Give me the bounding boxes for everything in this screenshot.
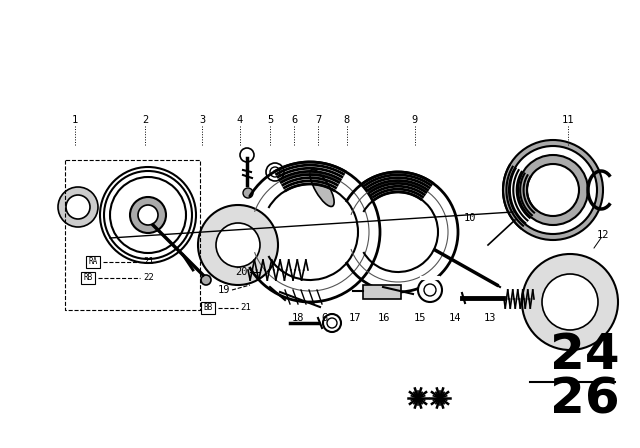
Circle shape bbox=[243, 188, 253, 198]
Circle shape bbox=[418, 278, 442, 302]
Circle shape bbox=[503, 140, 603, 240]
Circle shape bbox=[542, 274, 598, 330]
Circle shape bbox=[198, 205, 278, 285]
Circle shape bbox=[130, 197, 166, 233]
Text: 3: 3 bbox=[199, 115, 205, 125]
Circle shape bbox=[509, 146, 597, 234]
Circle shape bbox=[201, 275, 211, 285]
Circle shape bbox=[66, 195, 90, 219]
Text: 20: 20 bbox=[236, 267, 248, 277]
Text: BB: BB bbox=[204, 303, 212, 313]
Text: 4: 4 bbox=[237, 115, 243, 125]
Text: RA: RA bbox=[88, 258, 98, 267]
Circle shape bbox=[527, 164, 579, 216]
Circle shape bbox=[522, 254, 618, 350]
Circle shape bbox=[138, 205, 158, 225]
Text: 21: 21 bbox=[143, 258, 154, 267]
Text: 24: 24 bbox=[550, 331, 620, 379]
Ellipse shape bbox=[310, 169, 334, 207]
Text: 26: 26 bbox=[550, 376, 620, 424]
Text: 6: 6 bbox=[322, 313, 328, 323]
Circle shape bbox=[240, 148, 254, 162]
Text: 6: 6 bbox=[291, 115, 297, 125]
Text: 17: 17 bbox=[349, 313, 361, 323]
Text: 22: 22 bbox=[143, 273, 154, 283]
Text: 14: 14 bbox=[449, 313, 461, 323]
Text: 12: 12 bbox=[596, 230, 609, 240]
Text: 10: 10 bbox=[464, 213, 476, 223]
Text: 13: 13 bbox=[484, 313, 496, 323]
Text: 19: 19 bbox=[218, 285, 230, 295]
Text: 21: 21 bbox=[240, 303, 251, 313]
Circle shape bbox=[518, 155, 588, 225]
Text: 2: 2 bbox=[142, 115, 148, 125]
Circle shape bbox=[424, 284, 436, 296]
Text: 1: 1 bbox=[72, 115, 78, 125]
Circle shape bbox=[327, 318, 337, 328]
Text: 8: 8 bbox=[344, 115, 350, 125]
Text: 9: 9 bbox=[412, 115, 418, 125]
Bar bbox=[363, 285, 401, 299]
Text: 16: 16 bbox=[378, 313, 390, 323]
Text: 7: 7 bbox=[315, 115, 321, 125]
Text: 5: 5 bbox=[267, 115, 273, 125]
Text: 15: 15 bbox=[413, 313, 426, 323]
Circle shape bbox=[216, 223, 260, 267]
Circle shape bbox=[58, 187, 98, 227]
Text: 11: 11 bbox=[562, 115, 574, 125]
Text: RB: RB bbox=[83, 273, 93, 283]
Text: 18: 18 bbox=[292, 313, 304, 323]
